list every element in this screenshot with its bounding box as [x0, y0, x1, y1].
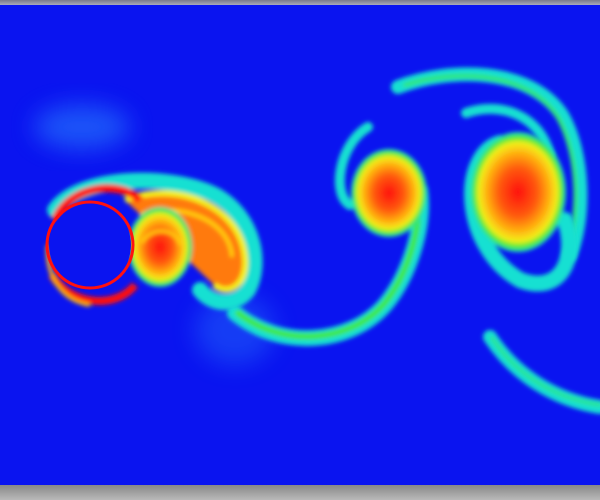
- vortex-right: [464, 132, 578, 292]
- faint-patch-upper-left: [34, 105, 130, 149]
- vortex-near-wake: [45, 172, 263, 310]
- cylinder-outline: [45, 200, 135, 290]
- vortex-street-field: [0, 5, 600, 485]
- trailing-arc-lower-right: [483, 330, 600, 414]
- vortex-middle: [227, 122, 429, 346]
- top-frame-bar: [0, 0, 600, 5]
- faint-patch-lower: [195, 295, 275, 365]
- cylinder-body: [49, 204, 131, 286]
- bottom-frame-bar: [0, 485, 600, 500]
